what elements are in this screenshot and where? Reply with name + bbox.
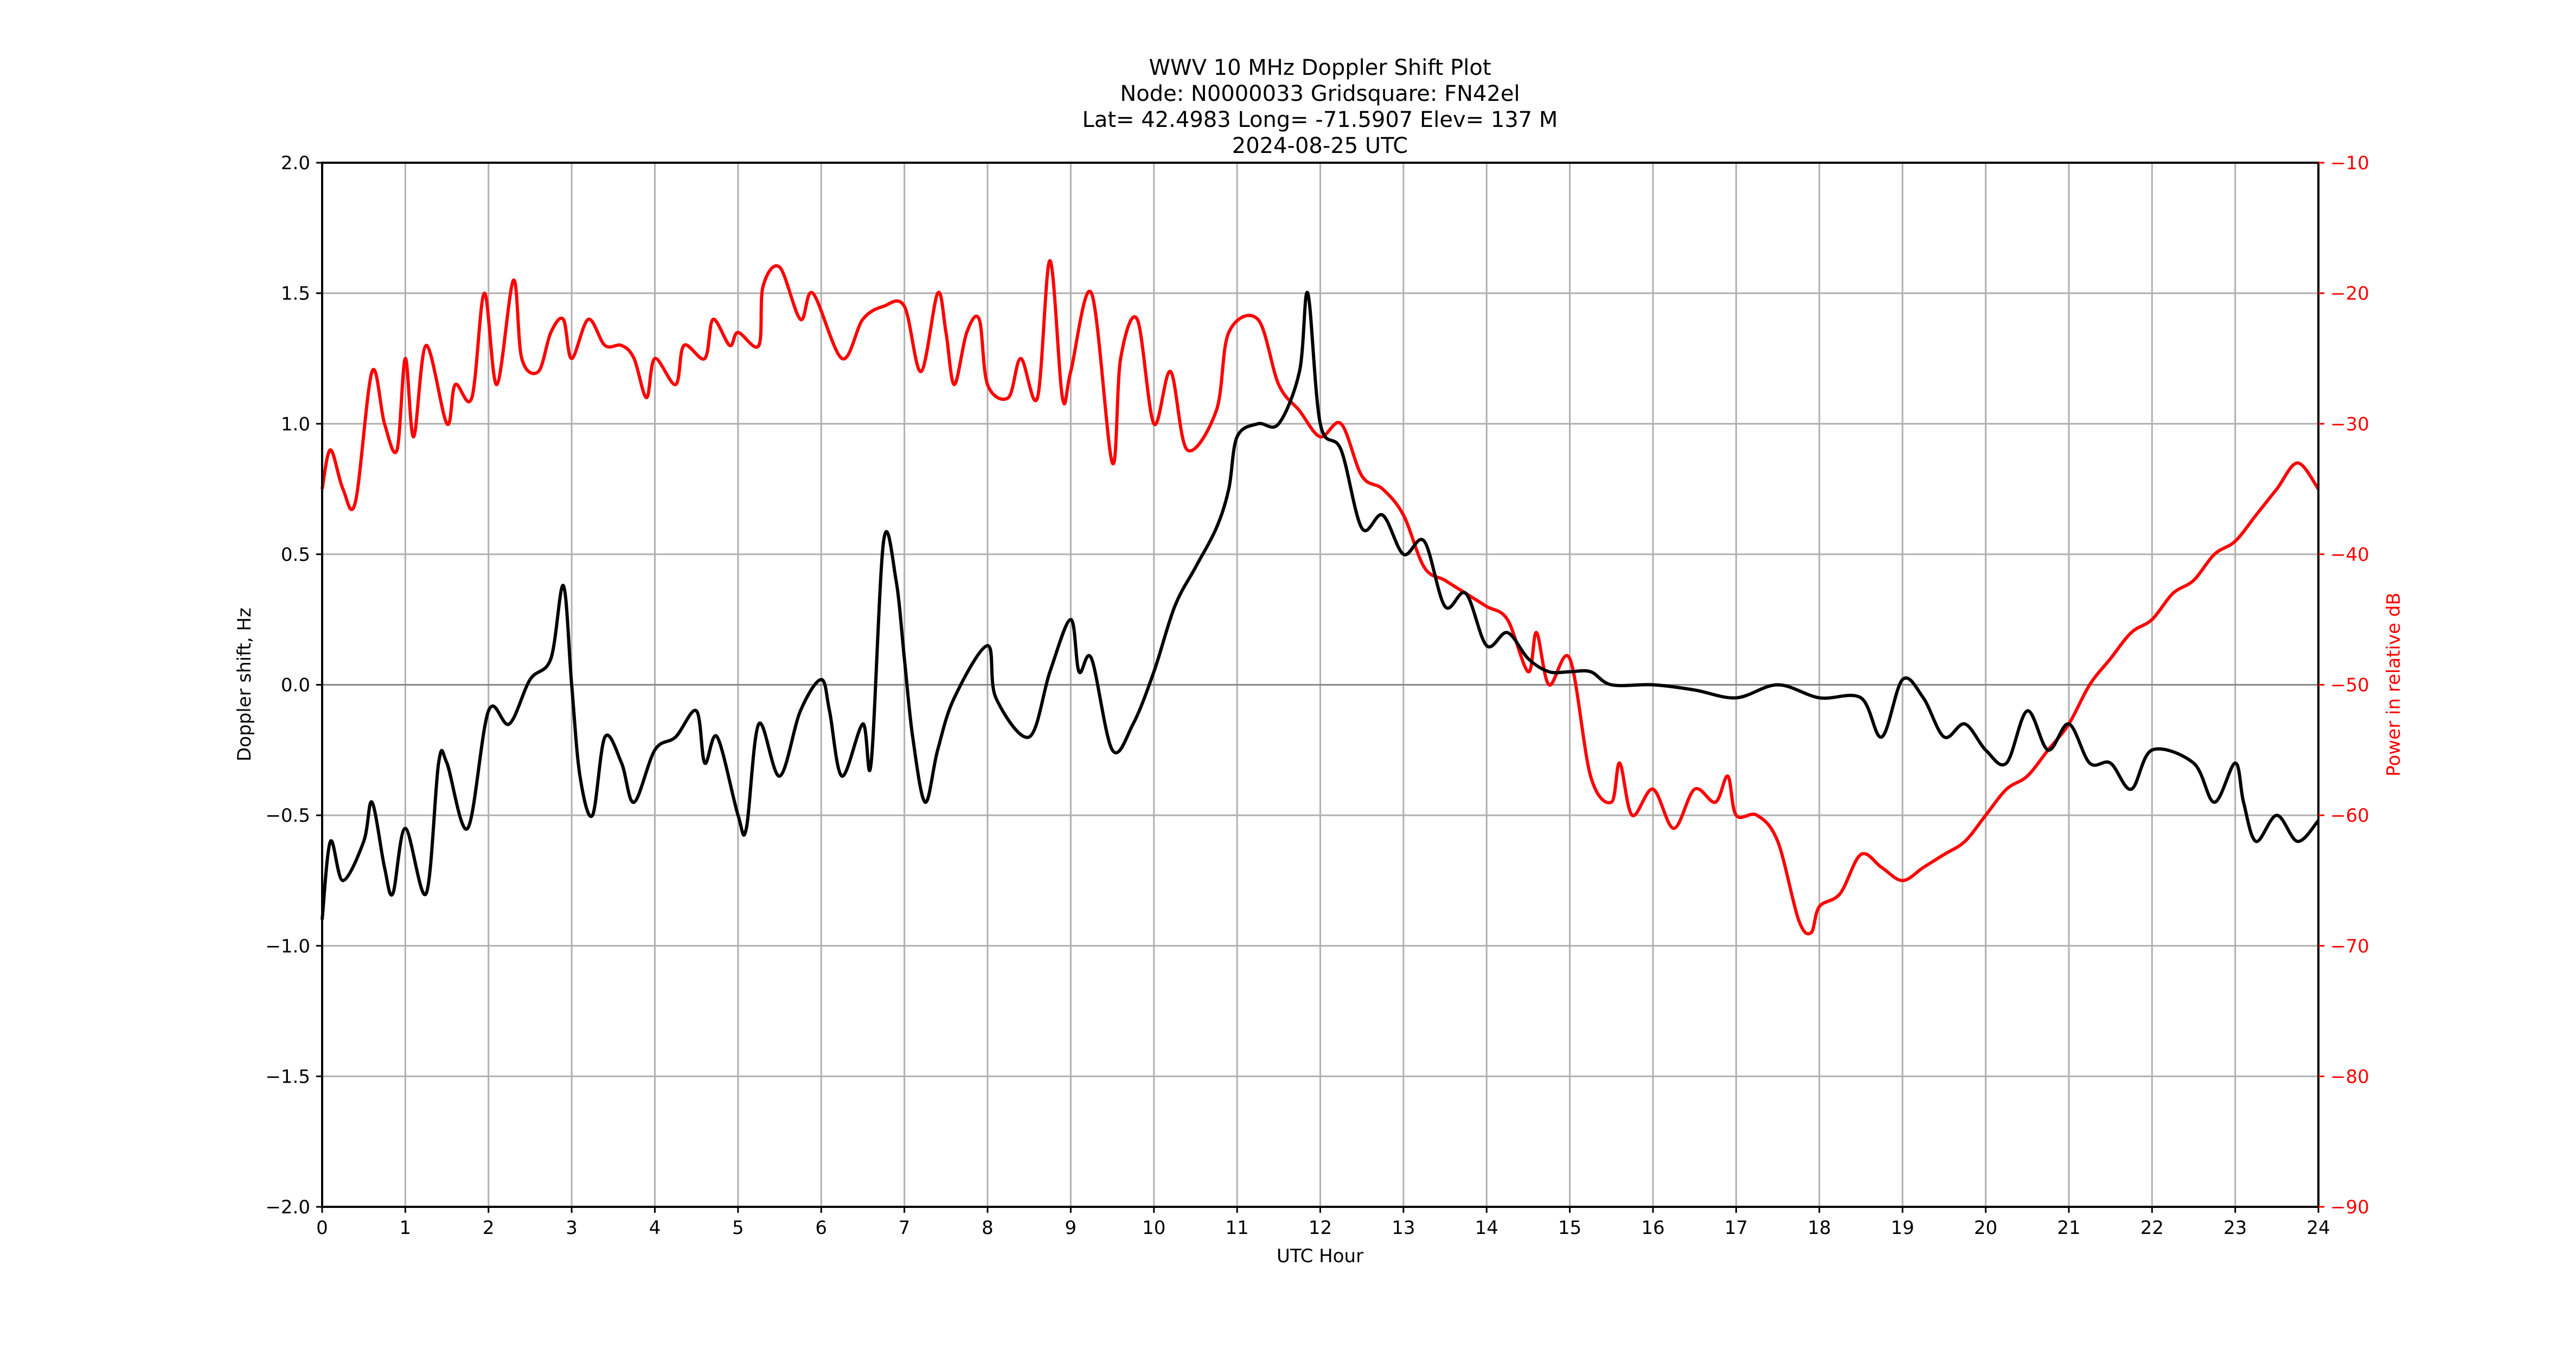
y-tick-label: −1.0 <box>265 936 310 957</box>
x-tick-label: 10 <box>1142 1217 1165 1239</box>
y-tick-label: −1.5 <box>265 1066 310 1088</box>
x-tick-label: 3 <box>566 1217 578 1239</box>
ticks: 0 1 2 3 4 5 6 7 8 9 10 11 12 13 14 15 16 17 18 19 20 21 22 23 24… <box>265 152 2369 1239</box>
title-line-4: 2024-08-25 UTC <box>1232 133 1408 158</box>
y2-tick-label: −50 <box>2330 675 2369 696</box>
y-tick-label: 1.5 <box>281 283 310 305</box>
x-tick-label: 15 <box>1558 1217 1581 1239</box>
x-tick-label: 22 <box>2141 1217 2164 1239</box>
x-tick-label: 6 <box>815 1217 827 1239</box>
x-tick-label: 0 <box>316 1217 328 1239</box>
grid <box>321 162 2319 1208</box>
y2-axis-label: Power in relative dB <box>2383 592 2405 776</box>
y-tick-label: −2.0 <box>265 1197 310 1218</box>
title-line-2: Node: N0000033 Gridsquare: FN42el <box>1120 81 1520 106</box>
y-tick-label: 1.0 <box>281 413 310 435</box>
x-tick-label: 4 <box>649 1217 661 1239</box>
title-line-1: WWV 10 MHz Doppler Shift Plot <box>1149 55 1491 80</box>
x-tick-label: 14 <box>1475 1217 1498 1239</box>
y-tick-label: −0.5 <box>265 805 310 827</box>
y2-tick-label: −90 <box>2330 1197 2369 1218</box>
x-tick-label: 21 <box>2057 1217 2080 1239</box>
x-axis-label: UTC Hour <box>1277 1245 1363 1267</box>
y2-tick-label: −60 <box>2330 805 2369 827</box>
x-tick-label: 13 <box>1392 1217 1415 1239</box>
x-tick-label: 2 <box>483 1217 495 1239</box>
title-line-3: Lat= 42.4983 Long= -71.5907 Elev= 137 M <box>1082 107 1558 132</box>
y2-tick-label: −40 <box>2330 544 2369 566</box>
x-tick-label: 11 <box>1225 1217 1248 1239</box>
x-tick-label: 23 <box>2223 1217 2247 1239</box>
x-tick-label: 7 <box>899 1217 911 1239</box>
x-tick-label: 17 <box>1725 1217 1748 1239</box>
y-tick-label: 2.0 <box>281 152 310 174</box>
x-tick-label: 24 <box>2306 1217 2330 1239</box>
y2-tick-label: −30 <box>2330 413 2369 435</box>
y-tick-label: 0.0 <box>281 675 310 696</box>
y-tick-label: 0.5 <box>281 544 310 566</box>
x-tick-label: 18 <box>1808 1217 1831 1239</box>
x-tick-label: 20 <box>1974 1217 1997 1239</box>
doppler-line <box>321 291 2320 920</box>
x-tick-label: 9 <box>1065 1217 1077 1239</box>
x-tick-label: 16 <box>1641 1217 1664 1239</box>
x-tick-label: 19 <box>1891 1217 1914 1239</box>
y2-tick-label: −70 <box>2330 936 2369 957</box>
x-tick-label: 1 <box>400 1217 412 1239</box>
y2-tick-label: −80 <box>2330 1066 2369 1088</box>
y2-tick-label: −20 <box>2330 283 2369 305</box>
x-tick-label: 12 <box>1309 1217 1332 1239</box>
chart-title: WWV 10 MHz Doppler Shift Plot Node: N000… <box>1082 55 1558 158</box>
y2-tick-label: −10 <box>2330 152 2369 174</box>
series-layer <box>321 259 2320 936</box>
x-tick-label: 8 <box>982 1217 994 1239</box>
x-tick-label: 5 <box>732 1217 744 1239</box>
power-line <box>321 259 2320 936</box>
y-axis-label: Doppler shift, Hz <box>234 607 255 762</box>
